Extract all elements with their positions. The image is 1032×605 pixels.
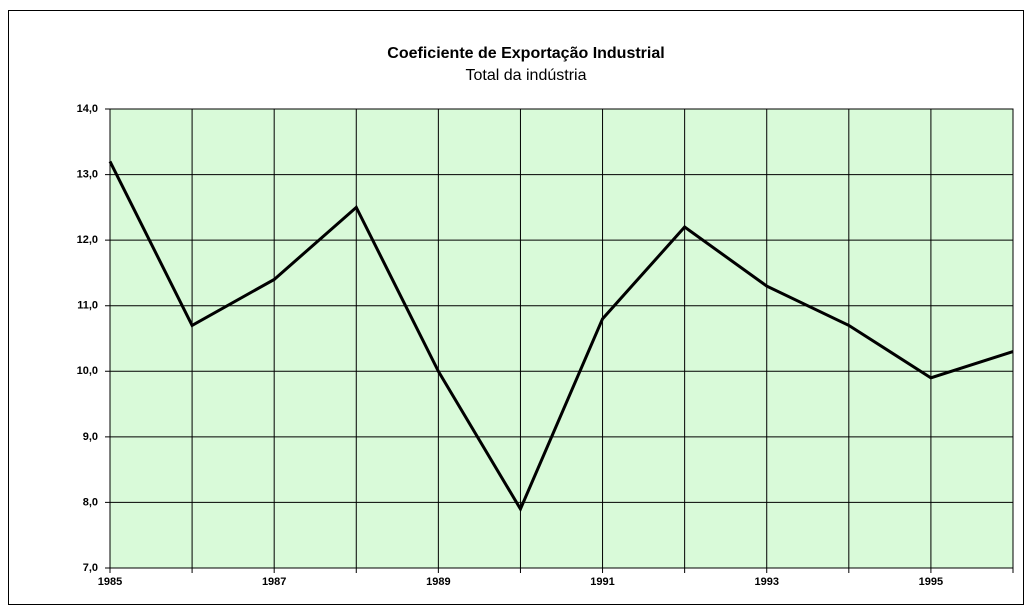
data-line bbox=[108, 160, 1014, 513]
plot-area bbox=[109, 108, 1014, 569]
y-tick-label: 9,0 bbox=[83, 431, 98, 443]
x-tick-label: 1989 bbox=[426, 576, 450, 588]
y-tick-label: 14,0 bbox=[77, 103, 98, 115]
x-tick-label: 1987 bbox=[262, 576, 286, 588]
y-tick-label: 10,0 bbox=[77, 365, 98, 377]
x-tick-label: 1985 bbox=[98, 576, 122, 588]
chart-subtitle: Total da indústria bbox=[466, 67, 587, 84]
y-tick-label: 11,0 bbox=[77, 300, 98, 312]
x-tick-label: 1991 bbox=[590, 576, 614, 588]
y-tick-label: 8,0 bbox=[83, 496, 98, 508]
y-tick-label: 12,0 bbox=[77, 234, 98, 246]
chart-title: Coeficiente de Exportação Industrial bbox=[387, 45, 664, 62]
y-tick-label: 13,0 bbox=[77, 168, 98, 180]
x-tick-label: 1995 bbox=[919, 576, 943, 588]
y-tick-label: 7,0 bbox=[83, 562, 98, 574]
x-tick-label: 1993 bbox=[754, 576, 778, 588]
